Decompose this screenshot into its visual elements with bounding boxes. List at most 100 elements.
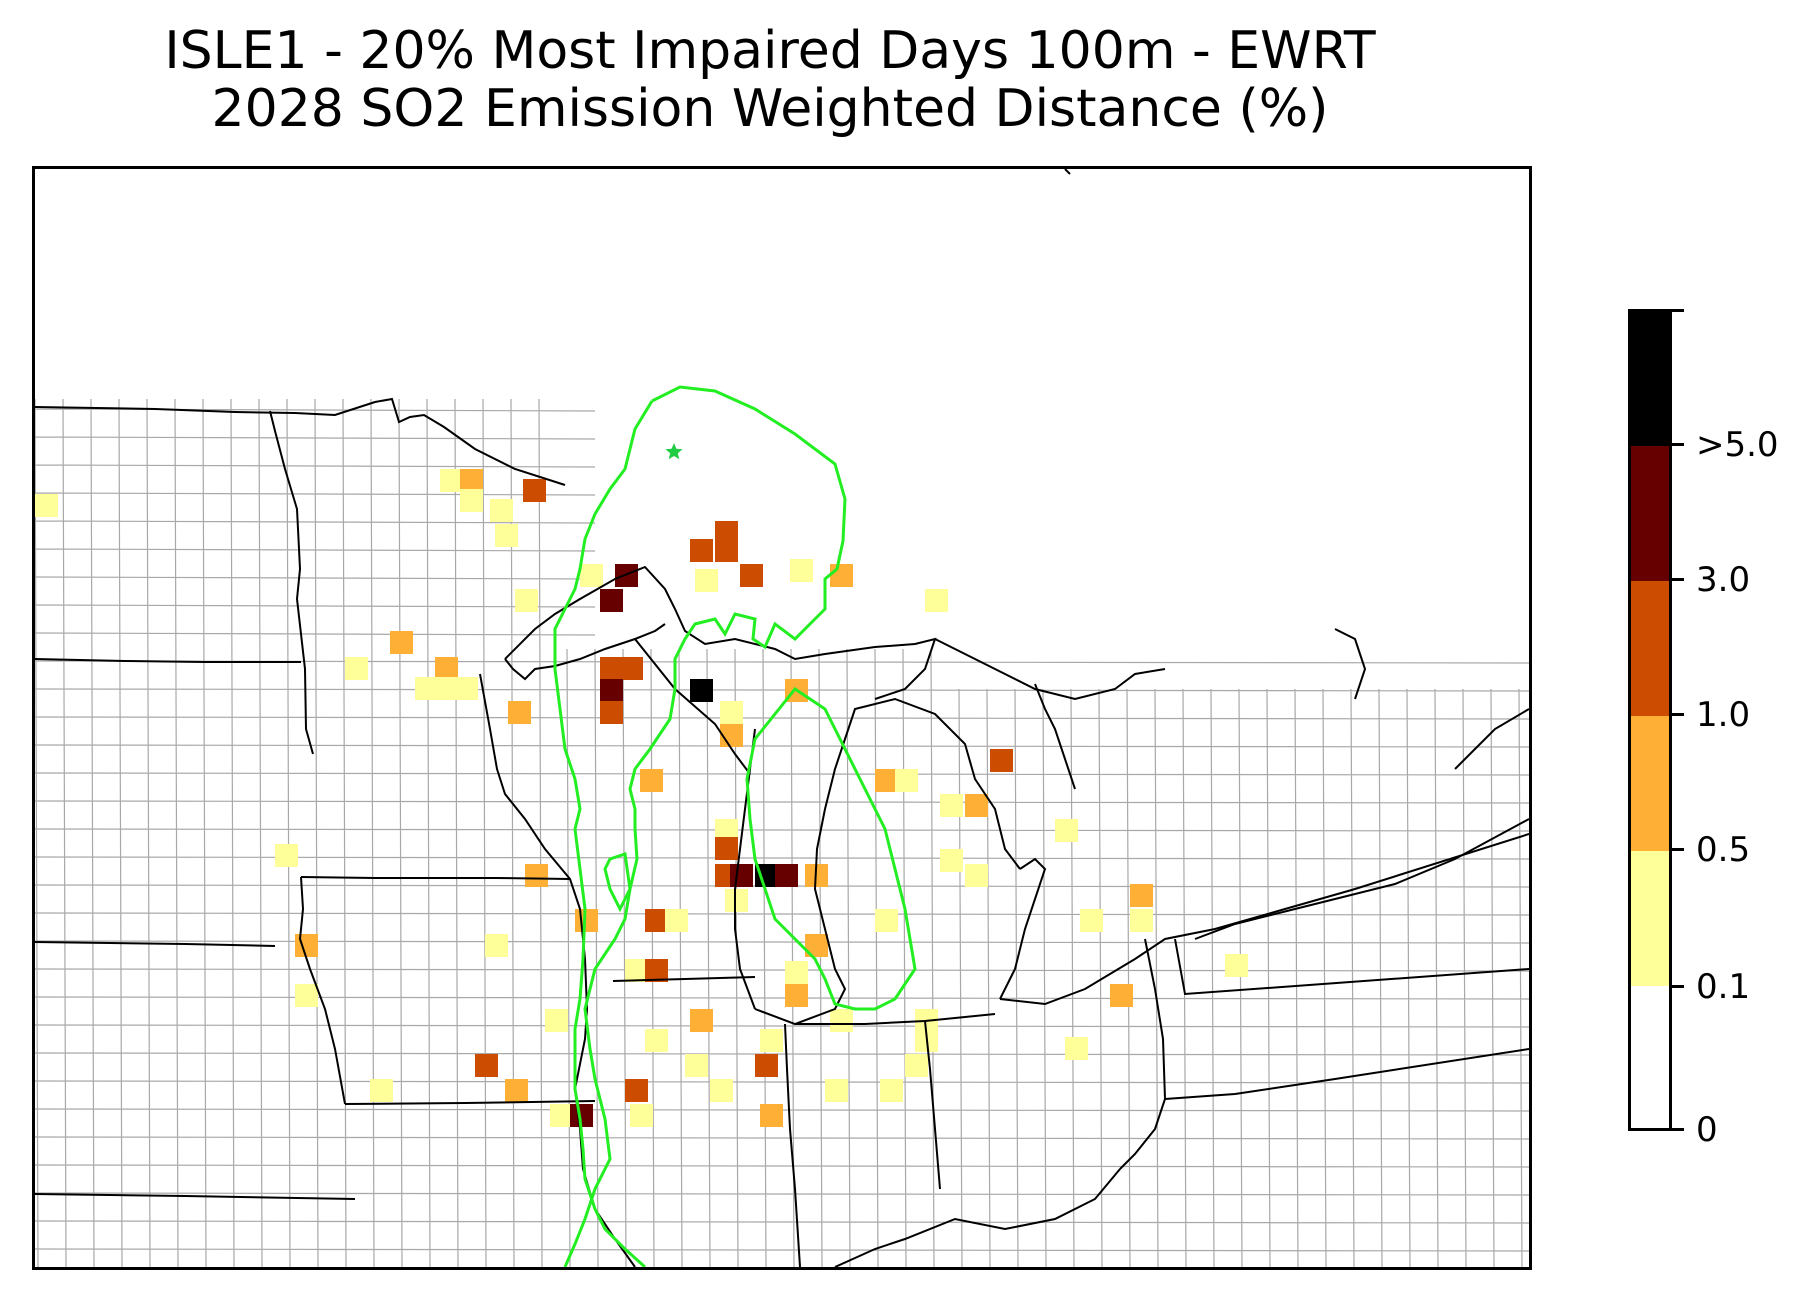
emission-cell xyxy=(435,677,458,700)
emission-cell xyxy=(515,589,538,612)
emission-cell xyxy=(345,657,368,680)
emission-cell xyxy=(295,984,318,1007)
emission-cell xyxy=(1130,909,1153,932)
emission-cell xyxy=(805,934,828,957)
emission-cell xyxy=(990,749,1013,772)
emission-cell xyxy=(600,657,623,680)
colorbar-tick xyxy=(1672,848,1684,851)
emission-cell xyxy=(435,657,458,680)
emission-cell xyxy=(625,1079,648,1102)
emission-cell xyxy=(710,1079,733,1102)
emission-cell xyxy=(715,819,738,842)
county-grid-lines xyxy=(35,398,1529,1267)
emission-cell xyxy=(785,984,808,1007)
emission-cell xyxy=(485,934,508,957)
emission-cell xyxy=(440,469,463,492)
emission-cell xyxy=(615,564,638,587)
emission-cell xyxy=(645,1029,668,1052)
emission-cell xyxy=(645,909,668,932)
emission-cell xyxy=(370,1079,393,1102)
emission-cell xyxy=(490,499,513,522)
emission-cells xyxy=(35,469,1248,1127)
colorbar-label-0: 0 xyxy=(1696,1110,1718,1150)
emission-cell xyxy=(575,909,598,932)
emission-cell xyxy=(295,934,318,957)
emission-cell xyxy=(390,631,413,654)
emission-cell xyxy=(760,1104,783,1127)
map-panel[interactable] xyxy=(32,166,1532,1270)
colorbar-tick xyxy=(1672,713,1684,716)
map-canvas xyxy=(35,169,1529,1267)
emission-cell xyxy=(830,564,853,587)
emission-cell xyxy=(415,677,438,700)
emission-cell xyxy=(630,1104,653,1127)
emission-cell xyxy=(508,701,531,724)
emission-cell xyxy=(580,564,603,587)
emission-cell xyxy=(460,489,483,512)
colorbar-label-1.0: 1.0 xyxy=(1696,695,1751,735)
emission-cell xyxy=(965,864,988,887)
emission-cell xyxy=(755,864,778,887)
emission-cell xyxy=(640,769,663,792)
emission-cell xyxy=(940,849,963,872)
emission-cell xyxy=(525,864,548,887)
emission-cell xyxy=(550,1104,573,1127)
emission-cell xyxy=(35,494,58,517)
emission-cell xyxy=(600,701,623,724)
emission-cell xyxy=(685,1054,708,1077)
emission-cell xyxy=(725,889,748,912)
colorbar xyxy=(1628,309,1672,1131)
emission-cell xyxy=(775,864,798,887)
emission-cell xyxy=(600,589,623,612)
emission-cell xyxy=(880,1079,903,1102)
emission-cell xyxy=(720,701,743,724)
emission-cell xyxy=(570,1104,593,1127)
emission-cell xyxy=(785,961,808,984)
emission-cell xyxy=(905,1054,928,1077)
colorbar-tick xyxy=(1672,1128,1684,1131)
emission-cell xyxy=(730,864,753,887)
emission-cell xyxy=(690,679,713,702)
emission-cell xyxy=(760,1029,783,1052)
emission-cell xyxy=(925,589,948,612)
emission-cell xyxy=(625,959,648,982)
emission-cell xyxy=(875,769,898,792)
colorbar-segment-orange xyxy=(1631,716,1669,851)
colorbar-label-0.1: 0.1 xyxy=(1696,967,1751,1007)
colorbar-tick xyxy=(1672,985,1684,988)
emission-cell xyxy=(715,837,738,860)
colorbar-tick xyxy=(1672,443,1684,446)
colorbar-segment-yellow xyxy=(1631,851,1669,986)
emission-cell xyxy=(455,677,478,700)
emission-cell xyxy=(695,569,718,592)
star-icon xyxy=(665,443,683,460)
emission-cell xyxy=(1080,909,1103,932)
impact-contour xyxy=(553,385,917,1267)
emission-cell xyxy=(940,794,963,817)
emission-cell xyxy=(665,909,688,932)
chart-title: ISLE1 - 20% Most Impaired Days 100m - EW… xyxy=(0,22,1540,138)
emission-cell xyxy=(460,469,483,492)
emission-cell xyxy=(475,1054,498,1077)
emission-cell xyxy=(1065,1037,1088,1060)
colorbar-label-3.0: 3.0 xyxy=(1696,560,1751,600)
emission-cell xyxy=(1130,884,1153,907)
emission-cell xyxy=(715,521,738,544)
county-boundaries xyxy=(35,398,1529,1267)
emission-cell xyxy=(740,564,763,587)
emission-cell xyxy=(790,559,813,582)
emission-cell xyxy=(600,679,623,702)
emission-cell xyxy=(505,1079,528,1102)
emission-cell xyxy=(875,909,898,932)
colorbar-label-0.5: 0.5 xyxy=(1696,830,1751,870)
emission-cell xyxy=(895,769,918,792)
emission-cell xyxy=(825,1079,848,1102)
emission-cell xyxy=(1110,984,1133,1007)
emission-cell xyxy=(755,1054,778,1077)
emission-cell xyxy=(645,959,668,982)
colorbar-segment-white xyxy=(1631,986,1669,1128)
emission-cell xyxy=(690,539,713,562)
colorbar-tick xyxy=(1672,309,1684,312)
emission-cell xyxy=(690,1009,713,1032)
emission-cell xyxy=(495,524,518,547)
